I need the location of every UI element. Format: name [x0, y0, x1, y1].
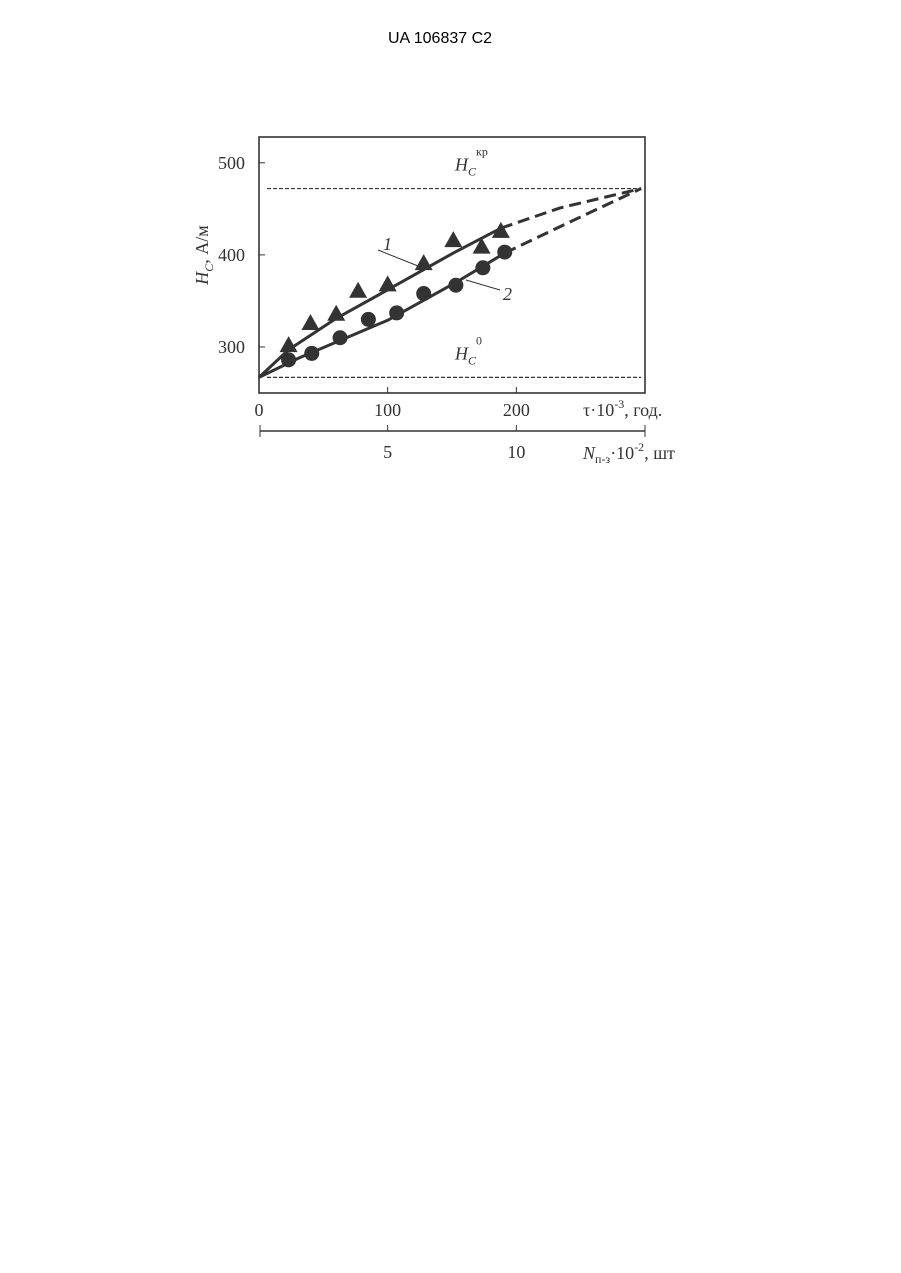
- x-axis-label: τ·10-3, год.: [583, 397, 662, 420]
- triangle-marker: [301, 314, 319, 330]
- x-tick-label: 0: [255, 400, 264, 420]
- circle-marker: [304, 346, 319, 361]
- triangle-marker: [379, 275, 397, 291]
- page-canvas: UA 106837 C2 HC, А/м τ·10-3, год. Nп-з·1…: [0, 0, 901, 1273]
- reference-label-sup: кр: [476, 145, 488, 159]
- y-axis-label: HC, А/м: [192, 225, 216, 285]
- triangle-marker: [327, 305, 345, 321]
- x-label-main: τ·10: [583, 400, 614, 420]
- y-label-main: H: [192, 271, 212, 286]
- x2-label-rest: , шт: [644, 443, 675, 463]
- x2-tick-label: 10: [507, 442, 525, 462]
- reference-label-main: H: [454, 155, 469, 175]
- reference-label-sub: C: [468, 353, 477, 367]
- y-tick-label: 400: [218, 245, 245, 265]
- x2-tick-label: 5: [383, 442, 392, 462]
- circle-marker: [416, 286, 431, 301]
- x-label-sup: -3: [614, 397, 624, 411]
- reference-label-sub: C: [468, 165, 477, 179]
- series-label: 2: [503, 284, 512, 304]
- reference-label-main: H: [454, 343, 469, 363]
- x-label-rest: , год.: [624, 400, 662, 420]
- x2-label-mid: ·10: [610, 443, 634, 463]
- reference-label-sup: 0: [476, 333, 482, 347]
- x2-axis-label: Nп-з·10-2, шт: [582, 440, 675, 466]
- circle-marker: [333, 330, 348, 345]
- y-label-rest: , А/м: [192, 225, 212, 263]
- triangle-marker: [444, 231, 462, 247]
- x2-label-sub: п-з: [595, 452, 610, 466]
- leader-2: [466, 280, 500, 290]
- circle-marker: [281, 352, 296, 367]
- reference-label: HCкр: [454, 145, 488, 179]
- series-label: 1: [383, 234, 392, 254]
- x2-label-sup: -2: [634, 440, 644, 454]
- x2-label-main: N: [582, 443, 596, 463]
- x-tick-label: 200: [503, 400, 530, 420]
- circle-marker: [497, 245, 512, 260]
- circle-marker: [389, 305, 404, 320]
- triangle-marker: [349, 282, 367, 298]
- triangle-marker: [415, 254, 433, 270]
- circle-marker: [361, 312, 376, 327]
- y-tick-label: 300: [218, 337, 245, 357]
- x-tick-label: 100: [374, 400, 401, 420]
- reference-label: HC 0: [454, 333, 482, 367]
- circle-marker: [448, 278, 463, 293]
- circle-marker: [475, 260, 490, 275]
- patent-number: UA 106837 C2: [388, 30, 492, 47]
- y-tick-label: 500: [218, 153, 245, 173]
- page: {"header": "UA 106837 C2", "chart_data":…: [0, 0, 901, 1273]
